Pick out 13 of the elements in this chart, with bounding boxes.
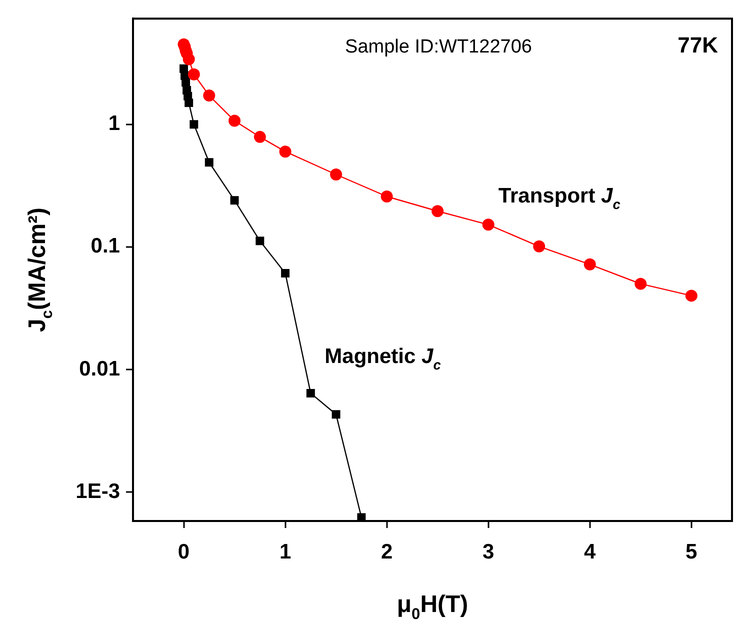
y-tick-label: 0.01 (79, 357, 120, 380)
y-tick-label: 1E-3 (76, 480, 120, 503)
x-tick-label: 2 (380, 540, 393, 564)
y-tick-label: 0.1 (90, 234, 120, 258)
x-tick-label: 5 (686, 540, 698, 564)
annotation: 77K (678, 32, 718, 58)
x-tick-label: 0 (178, 540, 190, 564)
x-tick-label: 1 (279, 540, 292, 564)
x-tick-label: 4 (584, 540, 596, 564)
y-axis-title: Jc(MA/cm²) (24, 207, 56, 332)
annotation: Sample ID:WT122706 (345, 36, 532, 58)
y-tick-label: 1 (108, 112, 120, 136)
x-tick-label: 3 (482, 540, 494, 564)
